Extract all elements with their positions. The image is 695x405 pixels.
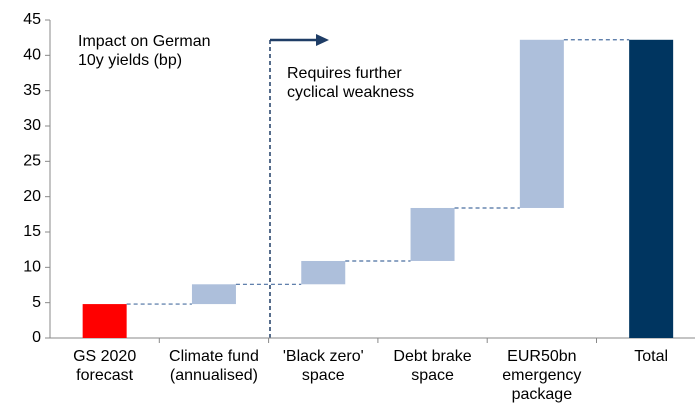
arrow-head [316, 34, 329, 46]
y-tick-label: 35 [23, 82, 41, 99]
y-tick-label: 15 [23, 223, 41, 240]
y-tick-label: 5 [32, 294, 41, 311]
x-tick-label: Total [634, 348, 669, 365]
x-tick-label: Climate fund (annualised) [169, 348, 259, 384]
bar [301, 260, 346, 285]
annotation: Requires further cyclical weakness [287, 65, 415, 101]
y-tick-label: 40 [23, 47, 41, 64]
bar [519, 39, 564, 208]
x-tick-label: EUR50bn emergency package [502, 348, 582, 403]
bar [82, 304, 127, 338]
y-tick-label: 20 [23, 188, 41, 205]
y-tick-label: 25 [23, 153, 41, 170]
x-tick-label: Debt brake space [393, 348, 472, 384]
annotation: Impact on German 10y yields (bp) [78, 33, 211, 69]
bar [629, 39, 674, 338]
x-tick-label: GS 2020 forecast [73, 348, 137, 384]
y-tick-label: 45 [23, 11, 41, 28]
x-tick-label: 'Black zero' space [282, 348, 364, 384]
bar [410, 207, 455, 261]
y-tick-label: 10 [23, 259, 41, 276]
bar [191, 284, 236, 305]
y-tick-label: 30 [23, 117, 41, 134]
y-tick-label: 0 [32, 329, 41, 346]
